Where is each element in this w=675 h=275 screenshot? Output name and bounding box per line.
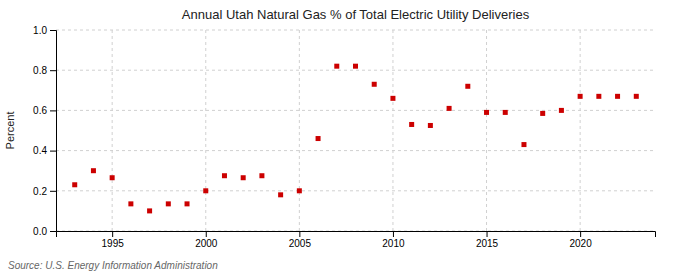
tick-label: 0.2 (33, 186, 47, 197)
point (91, 168, 96, 173)
axis-line (57, 232, 656, 238)
point (203, 188, 208, 193)
tick: 1995 (102, 231, 125, 249)
point (484, 110, 489, 115)
plot-area: 1995 2000 2005 2010 2015 2020 0.0 0.2 0.4 0.6 0.8 1… (33, 25, 655, 249)
tick-label: 0.0 (33, 226, 47, 237)
point (278, 192, 283, 197)
point (334, 64, 339, 69)
point (596, 94, 601, 99)
point (615, 94, 620, 99)
tick-mark (50, 231, 56, 232)
point (372, 82, 377, 87)
point (128, 201, 133, 206)
point (72, 182, 77, 187)
point (147, 208, 152, 213)
tick-label: 0.4 (33, 145, 47, 156)
point (166, 201, 171, 206)
grid-line (56, 110, 655, 111)
tick-label: 2000 (195, 238, 218, 249)
grid-line (299, 30, 300, 231)
grid-line (56, 150, 655, 151)
tick: 2005 (289, 231, 312, 249)
points (72, 64, 639, 214)
tick: 0.4 (33, 145, 56, 156)
y-axis: 0.0 0.2 0.4 0.6 0.8 1.0 (33, 25, 56, 237)
grid-line (56, 70, 655, 71)
tick: 1.0 (33, 25, 56, 36)
grid-line (392, 30, 393, 231)
tick-mark (299, 231, 300, 237)
grid-line (56, 30, 655, 31)
grid-line (580, 30, 581, 231)
point (222, 173, 227, 178)
tick: 0.8 (33, 65, 56, 76)
point (110, 175, 115, 180)
tick-mark (393, 231, 394, 237)
point (578, 94, 583, 99)
tick: 0.2 (33, 186, 56, 197)
point (185, 201, 190, 206)
source-note: Source: U.S. Energy Information Administ… (8, 260, 218, 271)
point (241, 175, 246, 180)
tick: 2000 (195, 231, 218, 249)
tick-label: 2015 (476, 238, 499, 249)
point (316, 136, 321, 141)
grid-line (486, 30, 487, 231)
tick-label: 1995 (102, 238, 125, 249)
tick-label: 2010 (382, 238, 405, 249)
y-axis-label: Percent (4, 112, 16, 150)
point (540, 111, 545, 116)
tick-label: 2020 (570, 238, 593, 249)
tick-mark (112, 231, 113, 237)
tick-mark (206, 231, 207, 237)
point (259, 173, 264, 178)
point (297, 188, 302, 193)
point (390, 96, 395, 101)
title: Annual Utah Natural Gas % of Total Elect… (182, 7, 530, 22)
point (353, 64, 358, 69)
chart: 1995 2000 2005 2010 2015 2020 0.0 0.2 0.4 0.6 0.8 1… (0, 0, 675, 275)
tick-mark (487, 231, 488, 237)
tick-label: 0.8 (33, 65, 47, 76)
tick-mark (50, 30, 56, 31)
tick: 0.6 (33, 105, 56, 116)
tick-label: 1.0 (33, 25, 47, 36)
tick-mark (580, 231, 581, 237)
point (465, 84, 470, 89)
point (503, 110, 508, 115)
tick-mark (50, 110, 56, 111)
point (447, 106, 452, 111)
point (559, 108, 564, 113)
point (634, 94, 639, 99)
point (409, 122, 414, 127)
tick-mark (50, 191, 56, 192)
point (428, 123, 433, 128)
tick: 2015 (476, 231, 499, 249)
tick: 0.0 (33, 226, 56, 237)
axis-line (50, 31, 57, 232)
tick-label: 2005 (289, 238, 312, 249)
tick: 2020 (570, 231, 593, 249)
grid-line (112, 30, 113, 231)
grid-line (56, 190, 655, 191)
x-axis: 1995 2000 2005 2010 2015 2020 (57, 231, 656, 249)
grid (56, 30, 655, 231)
grid-line (205, 30, 206, 231)
tick-mark (50, 70, 56, 71)
tick-mark (50, 151, 56, 152)
point (521, 142, 526, 147)
tick: 2010 (382, 231, 405, 249)
tick-label: 0.6 (33, 105, 47, 116)
